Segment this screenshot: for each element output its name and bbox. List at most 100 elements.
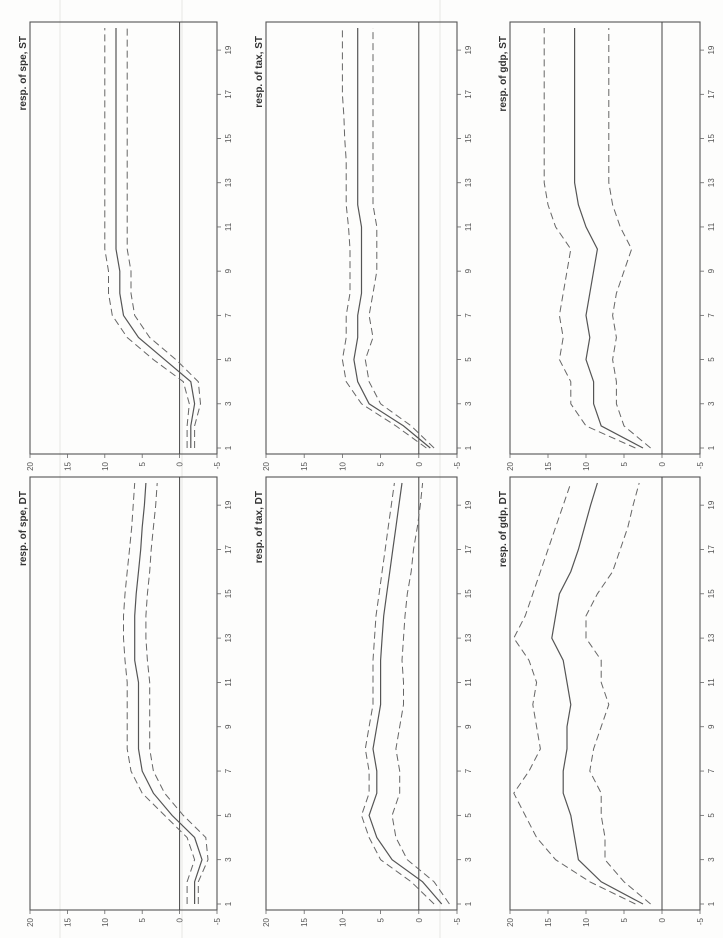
y-tick-label: -5 [453,917,462,925]
y-tick-label: -5 [213,461,222,469]
y-tick-label: 20 [26,461,35,470]
x-tick-label: 9 [464,268,473,273]
y-tick-label: -5 [453,461,462,469]
y-tick-label: 20 [262,917,271,926]
panel-title: resp. of spe, DT [18,491,29,566]
x-tick-label: 3 [224,401,233,406]
upper-line [341,28,427,449]
x-tick-label: 7 [707,313,716,318]
x-tick-label: 3 [464,401,473,406]
y-tick-label: 15 [63,461,72,470]
x-tick-label: 17 [464,89,473,98]
x-tick-label: 9 [224,724,233,729]
x-tick-label: 19 [224,500,233,509]
x-tick-label: 9 [707,268,716,273]
x-tick-label: 15 [464,134,473,143]
lower-line [608,28,651,449]
plot-frame [29,476,218,911]
y-tick-label: 5 [138,917,147,922]
x-tick-label: 5 [464,813,473,818]
x-tick-label: 17 [707,544,716,553]
x-tick-label: 11 [224,678,233,687]
x-tick-label: 13 [464,178,473,187]
upper-line [513,482,636,905]
lower-line [126,28,202,448]
x-tick-label: 7 [224,768,233,773]
y-tick-label: 0 [176,917,185,922]
x-tick-label: 5 [707,813,716,818]
x-tick-label: 3 [707,401,716,406]
x-tick-label: 3 [224,857,233,862]
x-tick-label: 11 [707,678,716,687]
estimate-line [573,28,644,449]
x-tick-label: 11 [224,222,233,231]
plot-frame [509,21,701,455]
panel-title: resp. of tax, ST [254,36,265,108]
x-tick-label: 19 [464,500,473,509]
x-tick-label: 1 [707,901,716,906]
x-tick-label: 1 [464,445,473,450]
x-tick-label: 9 [224,268,233,273]
y-tick-label: 5 [377,917,386,922]
panel-title: resp. of gdp, ST [498,36,509,112]
y-tick-label: 15 [300,461,309,470]
y-tick-label: 10 [582,461,591,470]
y-tick-label: 10 [338,917,347,926]
y-tick-label: 5 [620,917,629,922]
y-tick-label: 5 [620,461,629,466]
x-tick-label: 7 [464,313,473,318]
x-tick-label: 1 [224,445,233,450]
y-tick-label: 0 [658,917,667,922]
estimate-line [115,28,196,448]
y-tick-label: 20 [262,461,271,470]
lower-line [364,28,435,449]
estimate-line [551,482,644,905]
y-tick-label: 15 [63,917,72,926]
x-tick-label: 15 [707,589,716,598]
x-tick-label: 19 [707,500,716,509]
y-tick-label: 15 [544,917,553,926]
y-tick-label: -5 [696,461,705,469]
x-tick-label: 19 [464,45,473,54]
x-tick-label: 3 [464,857,473,862]
panel-title: resp. of tax, DT [254,491,265,563]
panel-title: resp. of spe, ST [18,36,29,110]
upper-line [104,28,190,448]
upper-line [360,482,435,905]
x-tick-label: 7 [707,768,716,773]
x-tick-label: 11 [464,678,473,687]
x-tick-label: 17 [464,544,473,553]
y-tick-label: 10 [582,917,591,926]
x-tick-label: 15 [224,589,233,598]
x-tick-label: 3 [707,857,716,862]
y-tick-label: 20 [26,917,35,926]
x-tick-label: 9 [464,724,473,729]
upper-line [123,482,196,904]
x-tick-label: 11 [464,222,473,231]
y-tick-label: 5 [138,461,147,466]
y-tick-label: 10 [338,461,347,470]
plot-frame [509,476,701,911]
x-tick-label: 17 [224,89,233,98]
upper-line [543,28,636,449]
x-tick-label: 19 [707,45,716,54]
x-tick-label: 5 [224,357,233,362]
lower-line [585,482,651,905]
x-tick-label: 9 [707,724,716,729]
lower-line [391,482,450,905]
plot-frame [265,21,458,455]
y-tick-label: -5 [213,917,222,925]
y-tick-label: 0 [176,461,185,466]
plot-frame [265,476,458,911]
x-tick-label: 5 [224,813,233,818]
estimate-line [134,482,203,904]
lower-line [145,482,209,904]
x-tick-label: 11 [707,222,716,231]
y-tick-label: 0 [415,461,424,466]
